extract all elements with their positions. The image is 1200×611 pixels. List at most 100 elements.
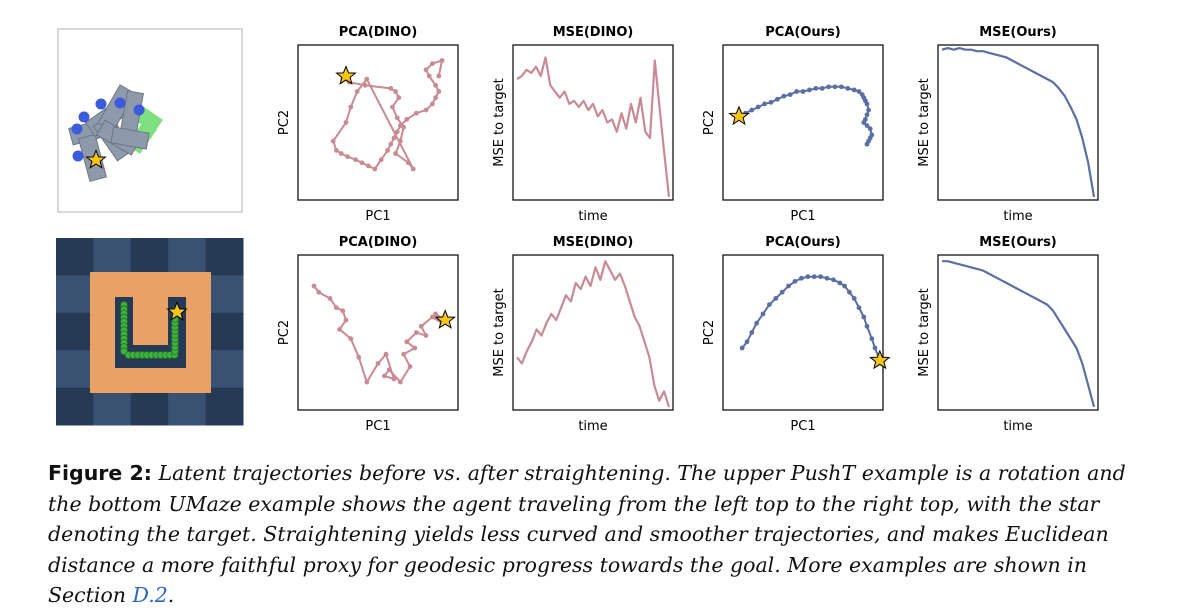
x-axis-label: PC1 [790, 209, 815, 224]
maze-tile [56, 387, 94, 426]
data-point [819, 86, 825, 91]
series-line [516, 56, 671, 198]
maze-tile [205, 350, 244, 389]
target-star-icon [869, 350, 890, 369]
data-point [345, 154, 350, 160]
data-point [851, 296, 857, 301]
data-point [749, 330, 755, 335]
data-point [856, 305, 862, 311]
data-point [799, 275, 804, 281]
data-point [316, 289, 322, 295]
data-point [406, 160, 411, 166]
chart-panel-mse-ours-row2: MSE(Ours) time MSE to target [917, 235, 1099, 434]
data-point [388, 86, 394, 91]
y-axis-label: PC2 [277, 320, 292, 345]
data-point [423, 107, 429, 113]
data-point [813, 86, 819, 91]
data-point [792, 278, 798, 284]
data-point [805, 274, 811, 280]
data-point [864, 112, 870, 118]
data-point [864, 101, 870, 107]
data-point [426, 73, 432, 79]
data-point [433, 82, 438, 88]
data-point [845, 86, 851, 91]
data-point [394, 115, 400, 121]
chart-panel-mse-ours-row1: MSE(Ours) time MSE to target [917, 25, 1099, 224]
data-point [826, 84, 831, 90]
data-point [436, 89, 442, 94]
data-point [356, 354, 362, 360]
data-point [749, 107, 755, 113]
chart-title: MSE(DINO) [553, 25, 634, 40]
data-point [393, 151, 398, 156]
data-point [779, 289, 785, 295]
series-line [516, 260, 671, 408]
data-point [398, 138, 403, 144]
data-point [430, 314, 435, 320]
caption-text: Latent trajectories before vs. after str… [48, 461, 1126, 607]
plot-frame [512, 254, 674, 411]
data-point [393, 89, 398, 94]
data-point [861, 314, 867, 320]
data-point [327, 296, 333, 301]
data-point [401, 351, 406, 357]
chart-title: PCA(DINO) [339, 235, 418, 250]
data-point [781, 93, 787, 99]
chart-panel-mse-dino-row1: MSE(DINO) time MSE to target [492, 25, 674, 224]
maze-tile [56, 275, 94, 314]
maze-tile [205, 387, 244, 426]
data-point [354, 89, 360, 94]
data-point [872, 345, 878, 351]
data-point [398, 123, 403, 128]
data-point [390, 104, 395, 110]
chart-panel-pca-ours-row2: PCA(Ours) PC1 PC2 [702, 235, 890, 434]
data-point [839, 84, 844, 90]
data-point [773, 296, 779, 301]
data-point [754, 320, 759, 326]
data-point [436, 73, 442, 79]
series-line [741, 275, 881, 361]
plot-frame [937, 254, 1099, 411]
data-point [334, 305, 339, 311]
data-point [800, 89, 806, 94]
figure-caption: Figure 2: Latent trajectories before vs.… [48, 458, 1158, 611]
data-point [423, 333, 429, 338]
chart-title: PCA(Ours) [765, 25, 840, 40]
plot-frame [297, 254, 459, 411]
data-point [837, 280, 843, 286]
data-point [861, 120, 867, 125]
data-point [404, 339, 410, 345]
data-point [385, 148, 390, 153]
data-point [739, 345, 745, 351]
data-point [811, 274, 817, 280]
data-point [337, 327, 342, 332]
data-point [869, 336, 875, 342]
caption-label: Figure 2: [48, 461, 152, 485]
data-point [311, 283, 317, 289]
data-point [383, 351, 389, 357]
data-point [775, 96, 780, 102]
y-axis-label: PC2 [702, 110, 717, 135]
data-point [364, 76, 370, 82]
data-point [787, 92, 793, 97]
data-point [762, 101, 767, 107]
data-point [364, 379, 370, 385]
data-point [768, 99, 774, 105]
data-point [382, 373, 387, 379]
maze-tile [130, 238, 169, 276]
data-point [744, 339, 750, 345]
section-link[interactable]: D.2 [132, 583, 168, 607]
plot-frame [722, 44, 884, 201]
data-point [439, 58, 445, 63]
data-point [378, 157, 384, 163]
data-point [372, 166, 378, 172]
data-point [330, 138, 336, 144]
x-axis-label: time [578, 419, 607, 434]
maze-tile [56, 312, 94, 351]
data-point [847, 289, 852, 295]
target-star-icon [435, 310, 456, 329]
data-point [340, 308, 346, 314]
chart-panel-mse-dino-row2: MSE(DINO) time MSE to target [492, 235, 674, 434]
maze-tile [93, 387, 132, 426]
maze-inner-floor [133, 297, 168, 345]
